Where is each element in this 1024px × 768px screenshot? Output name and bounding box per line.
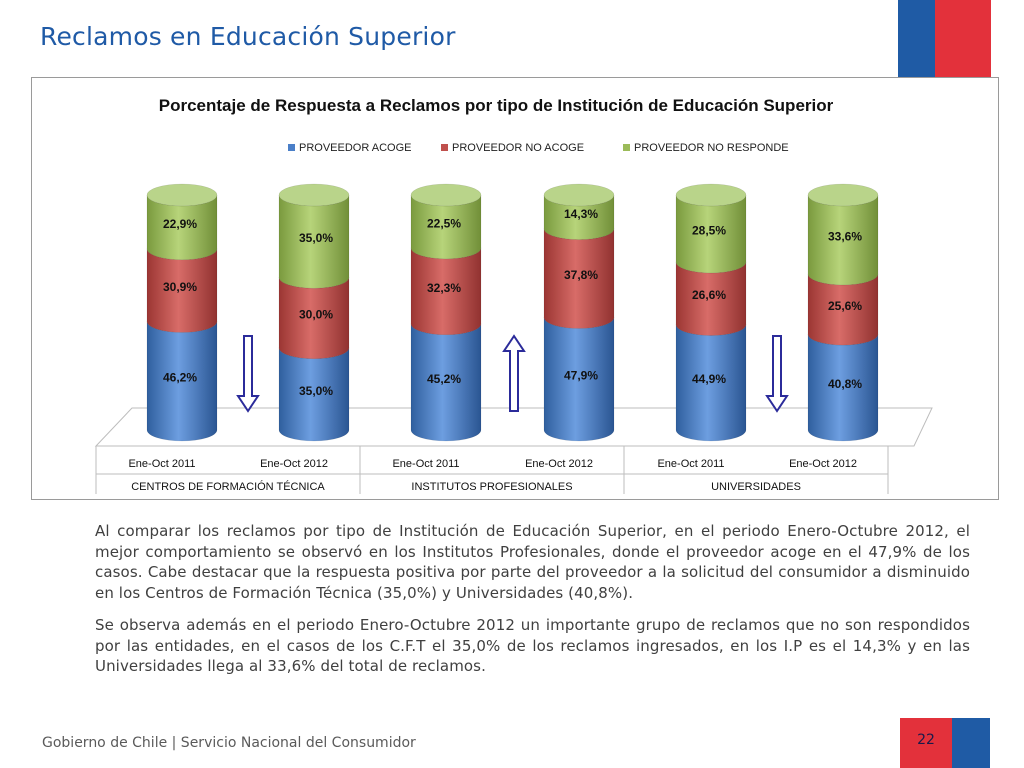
chart-bars: 46,2% 30,9% 22,9% 35,0% 30,0% 35,0% 45,2% 32,3%… (146, 183, 879, 442)
category-label: Ene-Oct 2012 (525, 458, 593, 470)
category-label: Ene-Oct 2011 (128, 458, 195, 470)
category-label: Ene-Oct 2011 (392, 458, 459, 470)
data-label: 44,9% (692, 372, 726, 386)
chart-floor (94, 407, 933, 447)
footer-blue-block (952, 718, 990, 768)
floor-plane (94, 407, 933, 447)
data-label: 35,0% (299, 384, 333, 398)
data-label: 30,9% (163, 280, 197, 294)
data-label: 37,8% (564, 268, 598, 282)
flag-blue-stripe (898, 0, 935, 78)
data-label: 40,8% (828, 377, 862, 391)
data-label: 26,6% (692, 288, 726, 302)
bar-top-cap (675, 183, 747, 207)
analysis-text: Al comparar los reclamos por tipo de Ins… (95, 521, 970, 689)
trend-arrows (236, 334, 789, 413)
chart-legend: PROVEEDOR ACOGE PROVEEDOR NO ACOGE PROVEED… (288, 142, 789, 154)
group-label: CENTROS DE FORMACIÓN TÉCNICA (131, 480, 325, 493)
trend-arrow-down (765, 335, 789, 413)
trend-arrow-down (236, 335, 260, 413)
data-label: 35,0% (299, 231, 333, 245)
page-number: 22 (917, 732, 935, 748)
data-label: 22,5% (427, 216, 461, 230)
footer-brand: Gobierno de Chile | Servicio Nacional de… (42, 735, 416, 751)
bar-top-cap (278, 183, 350, 207)
data-label: 33,6% (828, 229, 862, 243)
data-label: 14,3% (564, 207, 598, 221)
stacked-bar-chart: Porcentaje de Respuesta a Reclamos por t… (94, 96, 933, 494)
bar-top-cap (543, 183, 615, 207)
group-label: UNIVERSIDADES (711, 481, 801, 493)
data-label: 45,2% (427, 372, 461, 386)
bar-top-cap (807, 183, 879, 207)
flag-red-stripe (935, 0, 991, 78)
footer-red-block (900, 718, 952, 768)
analysis-paragraph-2: Se observa además en el periodo Enero-Oc… (95, 616, 970, 675)
bar-top-cap (410, 183, 482, 207)
group-label: INSTITUTOS PROFESIONALES (411, 481, 572, 493)
data-label: 47,9% (564, 369, 598, 383)
legend-label: PROVEEDOR NO ACOGE (452, 142, 584, 154)
trend-arrow-up (502, 334, 526, 412)
category-table: Ene-Oct 2011 Ene-Oct 2012 Ene-Oct 2011 Ene-… (95, 446, 889, 494)
data-label: 22,9% (163, 217, 197, 231)
legend-swatch (441, 144, 448, 151)
chart-title: Porcentaje de Respuesta a Reclamos por t… (159, 96, 834, 115)
data-label: 25,6% (828, 299, 862, 313)
category-label: Ene-Oct 2011 (657, 458, 724, 470)
category-label: Ene-Oct 2012 (789, 458, 857, 470)
analysis-paragraph-1: Al comparar los reclamos por tipo de Ins… (95, 522, 970, 602)
legend-swatch (288, 144, 295, 151)
data-label: 30,0% (299, 308, 333, 322)
category-label: Ene-Oct 2012 (260, 458, 328, 470)
legend-label: PROVEEDOR NO RESPONDE (634, 142, 789, 154)
bar-top-cap (146, 183, 218, 207)
data-label: 32,3% (427, 281, 461, 295)
slide-title: Reclamos en Educación Superior (40, 22, 456, 51)
legend-swatch (623, 144, 630, 151)
data-label: 46,2% (163, 371, 197, 385)
legend-label: PROVEEDOR ACOGE (299, 142, 411, 154)
data-label: 28,5% (692, 223, 726, 237)
chart-container: Porcentaje de Respuesta a Reclamos por t… (31, 77, 999, 500)
